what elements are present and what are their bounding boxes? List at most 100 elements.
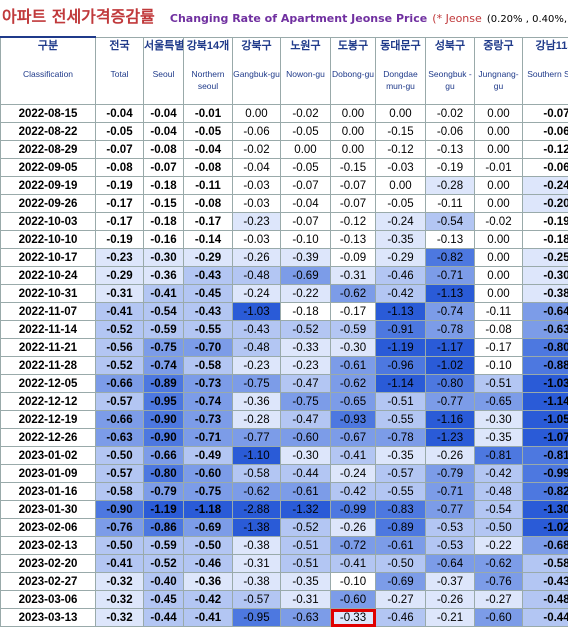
value-cell: -0.07 (522, 104, 568, 123)
value-cell: -0.60 (330, 590, 376, 609)
value-cell: -0.17 (95, 194, 144, 213)
note: (* Jeonse (432, 12, 482, 25)
value-cell: -0.14 (183, 230, 233, 249)
table-row: 2022-08-22 -0.05 -0.04 -0.05 -0.06 -0.05 0.00-… (0, 122, 568, 141)
value-cell: -0.05 (95, 122, 144, 141)
value-cell: -0.15 (375, 122, 426, 141)
scale-note: (0.20% , 0.40%, 0.6 (486, 14, 568, 25)
column-korean: 서울특별 (144, 39, 184, 52)
value-cell: -0.79 (425, 464, 475, 483)
value-cell: -0.05 (375, 194, 426, 213)
column-header: 도봉구 Dobong-gu (330, 36, 376, 105)
table-row: 2023-01-30 -0.90 -1.19 -1.18 -2.88 -1.32 -0.99… (0, 500, 568, 519)
value-cell: -0.54 (474, 500, 523, 519)
value-cell: -0.31 (330, 266, 376, 285)
value-cell: -0.02 (232, 140, 281, 159)
value-cell: 0.00 (474, 266, 523, 285)
value-cell: -0.51 (280, 554, 331, 573)
value-cell: -0.55 (183, 320, 233, 339)
value-cell: -0.08 (474, 320, 523, 339)
column-english: Dobong-gu (331, 68, 375, 79)
value-cell: -0.07 (330, 176, 376, 195)
value-cell: -0.43 (183, 266, 233, 285)
value-cell: -0.19 (95, 230, 144, 249)
value-cell: -0.61 (330, 356, 376, 375)
value-cell: -1.13 (425, 284, 475, 303)
value-cell: -0.46 (375, 266, 426, 285)
column-korean: 전국 (109, 39, 130, 52)
value-cell: -0.59 (143, 536, 184, 555)
value-cell: -0.24 (522, 176, 568, 195)
value-cell: -0.07 (280, 176, 331, 195)
date-cell: 2022-12-05 (0, 374, 96, 393)
value-cell: 0.00 (474, 122, 523, 141)
value-cell: -0.07 (280, 212, 331, 231)
value-cell: -0.10 (330, 572, 376, 591)
value-cell: -0.13 (425, 140, 475, 159)
table-row: 2022-11-21 -0.56 -0.75 -0.70 -0.48 -0.33 -0.30… (0, 338, 568, 357)
value-cell: -0.24 (232, 284, 281, 303)
value-cell: -0.57 (95, 464, 144, 483)
date-cell: 2022-11-21 (0, 338, 96, 357)
date-cell: 2023-03-13 (0, 608, 96, 627)
value-cell: -0.32 (95, 590, 144, 609)
value-cell: -0.47 (280, 374, 331, 393)
value-cell: -1.14 (375, 374, 426, 393)
value-cell: 0.00 (474, 176, 523, 195)
value-cell: -0.26 (330, 518, 376, 537)
value-cell: -0.23 (280, 356, 331, 375)
value-cell: -0.68 (522, 536, 568, 555)
value-cell: -0.01 (474, 158, 523, 177)
value-cell: -1.05 (522, 410, 568, 429)
value-cell: -0.48 (232, 266, 281, 285)
value-cell: -0.08 (183, 194, 233, 213)
table-row: 2022-10-03 -0.17 -0.18 -0.17 -0.23 -0.07 -0.12… (0, 212, 568, 231)
value-cell: -0.70 (183, 338, 233, 357)
value-cell: -0.08 (143, 140, 184, 159)
date-cell: 2022-09-26 (0, 194, 96, 213)
value-cell: 0.00 (474, 248, 523, 267)
value-cell: -1.03 (232, 302, 281, 321)
value-cell: -0.33 (330, 608, 376, 627)
value-cell: -0.75 (183, 482, 233, 501)
value-cell: -0.78 (425, 320, 475, 339)
value-cell: -0.50 (183, 536, 233, 555)
value-cell: -0.72 (330, 536, 376, 555)
value-cell: -0.48 (232, 338, 281, 357)
value-cell: -0.80 (143, 464, 184, 483)
value-cell: -0.89 (375, 518, 426, 537)
date-cell: 2022-12-19 (0, 410, 96, 429)
column-header: 서울특별 Seoul (143, 36, 184, 105)
value-cell: -0.05 (280, 122, 331, 141)
date-cell: 2023-01-09 (0, 464, 96, 483)
value-cell: 0.00 (330, 104, 376, 123)
column-header: 전국 Total (95, 36, 144, 105)
date-cell: 2022-12-12 (0, 392, 96, 411)
value-cell: -0.73 (183, 410, 233, 429)
value-cell: -0.80 (425, 374, 475, 393)
date-cell: 2023-02-27 (0, 572, 96, 591)
value-cell: -0.78 (375, 428, 426, 447)
value-cell: -0.30 (330, 338, 376, 357)
value-cell: -0.11 (183, 176, 233, 195)
value-cell: -0.08 (95, 158, 144, 177)
value-cell: -0.89 (143, 374, 184, 393)
value-cell: 0.00 (474, 230, 523, 249)
value-cell: -0.79 (143, 482, 184, 501)
value-cell: -0.42 (474, 464, 523, 483)
table-row: 2023-03-13 -0.32 -0.44 -0.41 -0.95 -0.63 -0.33… (0, 608, 568, 627)
date-cell: 2023-01-02 (0, 446, 96, 465)
value-cell: -0.62 (330, 284, 376, 303)
table-row: 2022-12-12 -0.57 -0.95 -0.74 -0.36 -0.75 -0.65… (0, 392, 568, 411)
value-cell: -0.35 (474, 428, 523, 447)
value-cell: -0.59 (143, 320, 184, 339)
value-cell: -0.12 (375, 140, 426, 159)
value-cell: -0.44 (280, 464, 331, 483)
value-cell: -0.62 (232, 482, 281, 501)
value-cell: -0.10 (280, 230, 331, 249)
column-korean: 도봉구 (337, 39, 369, 52)
value-cell: -0.55 (375, 410, 426, 429)
value-cell: -1.10 (232, 446, 281, 465)
value-cell: -0.65 (474, 392, 523, 411)
value-cell: -0.35 (280, 572, 331, 591)
